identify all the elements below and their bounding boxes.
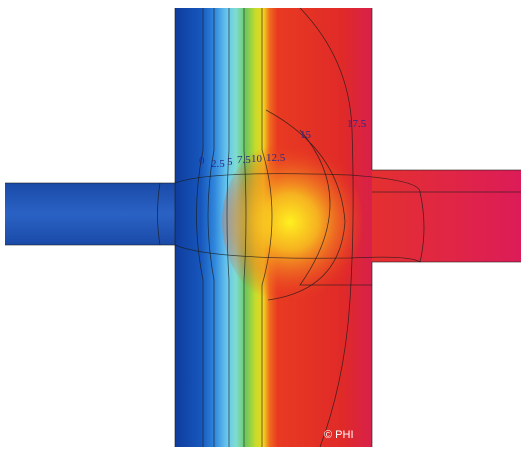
isotherm-label: 5 (227, 156, 233, 168)
thermal-bridge-figure: 0 2.5 5 7.5 10 12.5 15 17.5 © PHI (0, 0, 523, 449)
right-slab (370, 170, 521, 262)
isotherm-label: 10 (251, 153, 263, 165)
isotherm-label: 2.5 (211, 158, 225, 170)
isotherm-label: 17.5 (347, 118, 367, 130)
left-slab (5, 183, 177, 245)
isotherm-label: 7.5 (237, 154, 251, 166)
isotherm-label: 15 (300, 129, 312, 141)
isotherm-label: 0 (199, 155, 205, 167)
geometry (5, 8, 521, 447)
copyright: © PHI (324, 429, 354, 441)
isotherm-label: 12.5 (266, 152, 286, 164)
